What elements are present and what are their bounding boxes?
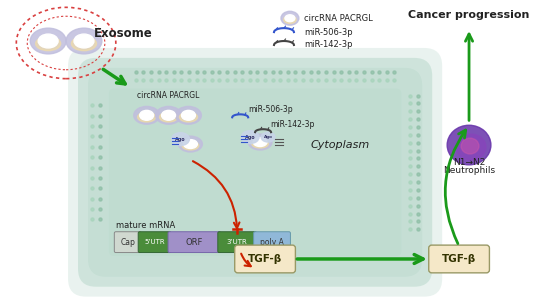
Ellipse shape (456, 134, 486, 160)
Ellipse shape (176, 106, 202, 124)
Text: 5’UTR: 5’UTR (144, 239, 165, 245)
Ellipse shape (156, 106, 182, 124)
Text: mature mRNA: mature mRNA (116, 221, 175, 230)
FancyBboxPatch shape (138, 232, 171, 253)
Text: poly A: poly A (260, 238, 284, 247)
Ellipse shape (183, 140, 197, 148)
FancyBboxPatch shape (254, 232, 290, 253)
Text: miR-506-3p: miR-506-3p (304, 28, 352, 37)
Text: miR-506-3p: miR-506-3p (248, 105, 293, 114)
FancyBboxPatch shape (109, 88, 402, 256)
Ellipse shape (253, 138, 267, 146)
Ellipse shape (461, 138, 479, 154)
Text: 3’UTR: 3’UTR (227, 239, 248, 245)
FancyBboxPatch shape (114, 232, 141, 253)
Text: Neutrophils: Neutrophils (443, 166, 495, 175)
Text: Ago: Ago (175, 136, 186, 142)
Ellipse shape (248, 134, 272, 150)
Text: TGF-β: TGF-β (248, 254, 282, 264)
Ellipse shape (66, 28, 102, 54)
Ellipse shape (281, 11, 299, 25)
Text: N1→N2: N1→N2 (453, 158, 485, 167)
Ellipse shape (35, 37, 61, 51)
Ellipse shape (178, 136, 202, 152)
Ellipse shape (252, 139, 269, 148)
Ellipse shape (71, 37, 96, 51)
Ellipse shape (134, 106, 160, 124)
FancyBboxPatch shape (218, 232, 257, 253)
Text: Cap: Cap (120, 238, 135, 247)
Ellipse shape (241, 131, 259, 144)
Ellipse shape (140, 110, 153, 120)
Ellipse shape (285, 15, 295, 22)
FancyBboxPatch shape (78, 58, 432, 287)
Text: Exosome: Exosome (94, 27, 153, 40)
Ellipse shape (447, 125, 491, 165)
Text: TGF-β: TGF-β (442, 254, 476, 264)
Ellipse shape (162, 110, 176, 120)
Ellipse shape (74, 34, 94, 48)
Text: miR-142-3p: miR-142-3p (270, 120, 315, 129)
Text: miR-142-3p: miR-142-3p (304, 40, 352, 50)
Ellipse shape (160, 112, 178, 122)
FancyBboxPatch shape (235, 245, 295, 273)
Text: Cytoplasm: Cytoplasm (310, 140, 370, 150)
FancyBboxPatch shape (168, 232, 221, 253)
Ellipse shape (30, 28, 66, 54)
Ellipse shape (179, 112, 197, 122)
Ellipse shape (137, 112, 156, 122)
Text: circRNA PACRGL: circRNA PACRGL (304, 14, 373, 23)
FancyBboxPatch shape (68, 48, 442, 297)
Ellipse shape (38, 34, 58, 48)
Text: circRNA PACRGL: circRNA PACRGL (137, 92, 200, 100)
Text: Ago: Ago (264, 135, 273, 139)
Ellipse shape (261, 132, 275, 142)
Ellipse shape (284, 16, 296, 23)
Text: Ago: Ago (245, 135, 255, 140)
Text: Cancer progression: Cancer progression (408, 10, 530, 20)
Ellipse shape (172, 133, 189, 146)
Ellipse shape (182, 141, 199, 150)
FancyBboxPatch shape (429, 245, 489, 273)
Ellipse shape (182, 110, 196, 120)
FancyBboxPatch shape (88, 68, 422, 277)
Text: ORF: ORF (186, 238, 203, 247)
